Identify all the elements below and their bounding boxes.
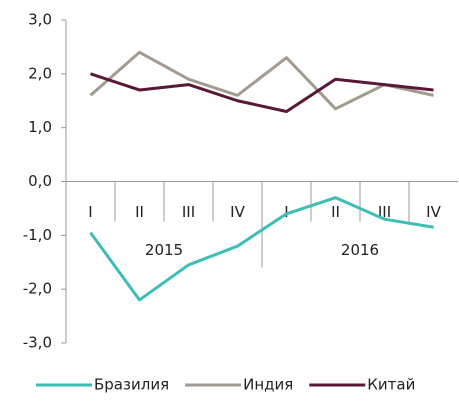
group-label: 2015 xyxy=(145,241,183,259)
x-tick-label: II xyxy=(135,203,144,221)
y-tick-label: -1,0 xyxy=(23,226,52,244)
x-tick-label: I xyxy=(284,203,288,221)
series-line xyxy=(89,50,434,111)
y-tick-label: 1,0 xyxy=(28,118,52,136)
series-line xyxy=(90,72,434,114)
y-tick-label: -3,0 xyxy=(23,334,52,352)
x-tick-label: I xyxy=(88,203,92,221)
y-tick-label: 2,0 xyxy=(28,64,52,82)
y-tick-label: 3,0 xyxy=(28,11,52,29)
x-tick-label: IV xyxy=(426,203,441,221)
legend-label: Китай xyxy=(367,376,415,394)
x-tick-label: IV xyxy=(230,203,245,221)
legend-label: Индия xyxy=(243,376,293,394)
x-tick-label: III xyxy=(182,203,195,221)
x-tick-label: II xyxy=(331,203,340,221)
y-tick-label: -2,0 xyxy=(23,280,52,298)
series-line xyxy=(89,196,434,302)
group-label: 2016 xyxy=(341,241,379,259)
y-tick-label: 0,0 xyxy=(28,172,52,190)
legend-label: Бразилия xyxy=(94,376,169,394)
